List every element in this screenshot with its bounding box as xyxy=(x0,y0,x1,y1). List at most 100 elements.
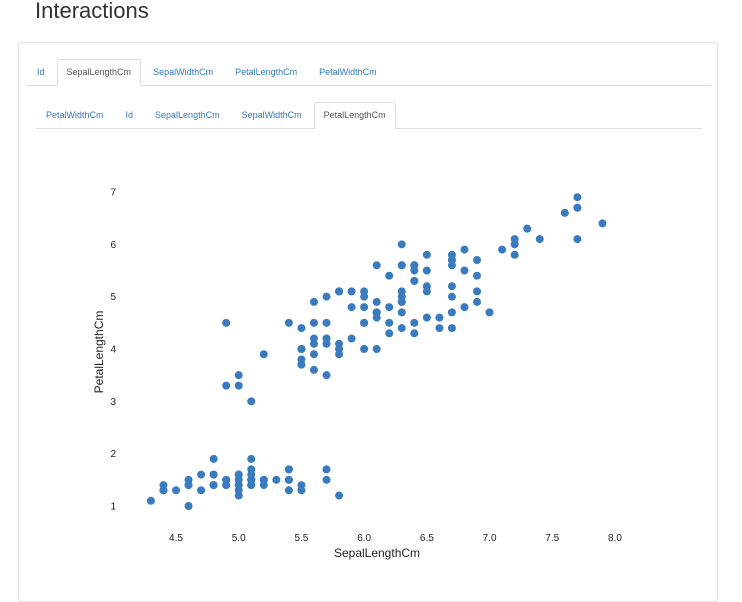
data-point xyxy=(447,324,456,333)
x-tick-label: 7.5 xyxy=(545,533,559,544)
y-tick-label: 6 xyxy=(110,240,116,251)
data-point xyxy=(222,318,231,327)
data-point xyxy=(284,465,293,474)
data-point xyxy=(259,475,268,484)
scatter-points xyxy=(146,193,607,510)
data-point xyxy=(422,250,431,259)
x-axis-title: SepalLengthCm xyxy=(334,546,420,560)
data-point xyxy=(234,381,243,390)
y-axis-title: PetalLengthCm xyxy=(92,311,106,394)
data-point xyxy=(385,329,394,338)
data-point xyxy=(473,297,482,306)
data-point xyxy=(397,324,406,333)
data-point xyxy=(397,240,406,249)
data-point xyxy=(435,324,444,333)
tab-id[interactable]: Id xyxy=(37,67,45,77)
data-point xyxy=(422,313,431,322)
data-point xyxy=(410,276,419,285)
data-point xyxy=(447,282,456,291)
data-point xyxy=(309,318,318,327)
data-point xyxy=(447,292,456,301)
data-point xyxy=(297,324,306,333)
y-axis: 1 2 3 4 5 6 7 xyxy=(110,188,116,513)
data-point xyxy=(397,261,406,270)
data-point xyxy=(410,318,419,327)
data-point xyxy=(447,256,456,265)
data-point xyxy=(560,208,569,217)
x-tick-label: 7.0 xyxy=(483,533,497,544)
data-point xyxy=(473,256,482,265)
y-tick-label: 1 xyxy=(110,502,116,513)
data-point xyxy=(422,282,431,291)
data-point xyxy=(335,287,344,296)
tab-petalwidthcm[interactable]: PetalWidthCm xyxy=(319,67,377,77)
data-point xyxy=(209,481,218,490)
data-point xyxy=(360,345,369,353)
data-point xyxy=(284,318,293,327)
tab-petallengthcm[interactable]: PetalLengthCm xyxy=(235,67,298,77)
data-point xyxy=(397,308,406,317)
x-tick-label: 5.5 xyxy=(294,533,308,544)
data-point xyxy=(410,266,419,275)
data-point xyxy=(598,219,607,228)
data-point xyxy=(247,454,256,463)
data-point xyxy=(360,292,369,301)
data-point xyxy=(146,496,155,505)
data-point xyxy=(322,475,331,484)
data-point xyxy=(435,313,444,322)
data-point xyxy=(222,381,231,390)
data-point xyxy=(385,303,394,312)
tab-sepallengthcm[interactable]: SepalLengthCm xyxy=(56,59,142,86)
data-point xyxy=(422,266,431,275)
data-point xyxy=(473,287,482,296)
data-point xyxy=(322,292,331,301)
data-point xyxy=(360,303,369,312)
y-tick-label: 3 xyxy=(110,397,116,408)
data-point xyxy=(322,371,331,380)
data-point xyxy=(272,475,281,484)
data-point xyxy=(197,470,206,479)
data-point xyxy=(184,502,193,510)
data-point xyxy=(159,486,168,495)
y-tick-label: 4 xyxy=(110,345,116,356)
data-point xyxy=(372,345,381,353)
data-point xyxy=(485,308,494,317)
tab-sepalwidthcm[interactable]: SepalWidthCm xyxy=(153,67,214,77)
data-point xyxy=(322,465,331,474)
subtab-sepalwidthcm[interactable]: SepalWidthCm xyxy=(241,110,302,120)
subtab-petalwidthcm[interactable]: PetalWidthCm xyxy=(46,110,104,120)
data-point xyxy=(447,308,456,317)
x-axis: 4.5 5.0 5.5 6.0 6.5 7.0 7.5 8.0 xyxy=(169,533,622,544)
data-point xyxy=(498,245,507,254)
data-point xyxy=(297,345,306,353)
subtab-id[interactable]: Id xyxy=(125,110,134,120)
data-point xyxy=(385,271,394,280)
x-tick-label: 4.5 xyxy=(169,533,183,544)
data-point xyxy=(335,345,344,353)
data-point xyxy=(284,486,293,495)
data-point xyxy=(335,491,344,500)
data-point xyxy=(523,224,532,233)
data-point xyxy=(372,297,381,306)
data-point xyxy=(573,235,582,244)
data-point xyxy=(510,250,519,259)
x-tick-label: 8.0 xyxy=(608,533,622,544)
subtab-sepallengthcm[interactable]: SepalLengthCm xyxy=(155,110,220,120)
page-title: Interactions xyxy=(35,0,149,23)
data-point xyxy=(360,318,369,327)
data-point xyxy=(297,486,306,495)
data-point xyxy=(209,454,218,463)
data-point xyxy=(460,303,469,312)
data-point xyxy=(473,271,482,280)
data-point xyxy=(322,339,331,348)
y-tick-label: 7 xyxy=(110,188,116,199)
x-tick-label: 6.5 xyxy=(420,533,434,544)
data-point xyxy=(234,470,243,479)
data-point xyxy=(347,334,356,343)
data-point xyxy=(234,371,243,380)
data-point xyxy=(234,481,243,490)
subtab-petallengthcm[interactable]: PetalLengthCm xyxy=(313,102,396,129)
data-point xyxy=(284,475,293,484)
data-point xyxy=(197,486,206,495)
